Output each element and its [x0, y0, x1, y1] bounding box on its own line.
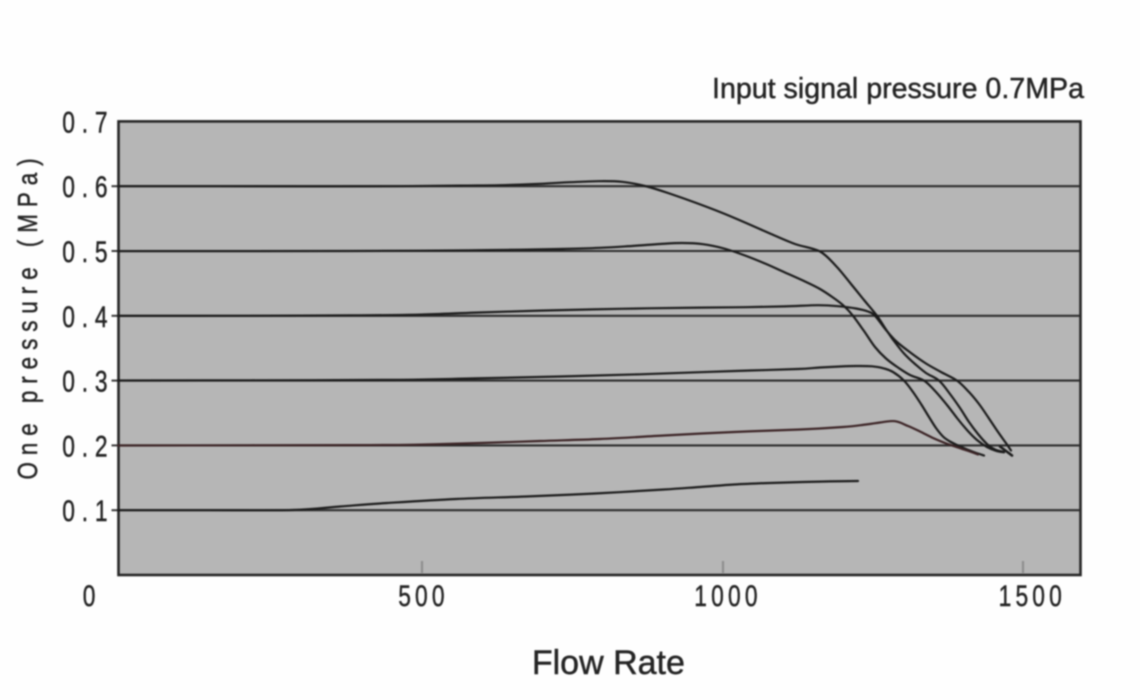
svg-text:0.2: 0.2 — [62, 429, 114, 463]
svg-text:1000: 1000 — [694, 579, 761, 613]
svg-text:0.3: 0.3 — [62, 365, 114, 399]
svg-text:Input signal pressure 0.7MPa: Input signal pressure 0.7MPa — [712, 73, 1085, 105]
svg-text:0.7: 0.7 — [62, 105, 114, 139]
svg-text:500: 500 — [398, 579, 449, 613]
svg-text:0: 0 — [83, 579, 96, 613]
svg-text:0.6: 0.6 — [62, 170, 114, 204]
svg-text:0.5: 0.5 — [62, 235, 114, 269]
svg-text:0.4: 0.4 — [62, 300, 114, 334]
svg-text:1500: 1500 — [999, 579, 1066, 613]
svg-text:One pressure (MPa): One pressure (MPa) — [13, 151, 44, 479]
svg-text:0.1: 0.1 — [62, 494, 114, 528]
svg-text:Flow Rate: Flow Rate — [532, 644, 685, 682]
